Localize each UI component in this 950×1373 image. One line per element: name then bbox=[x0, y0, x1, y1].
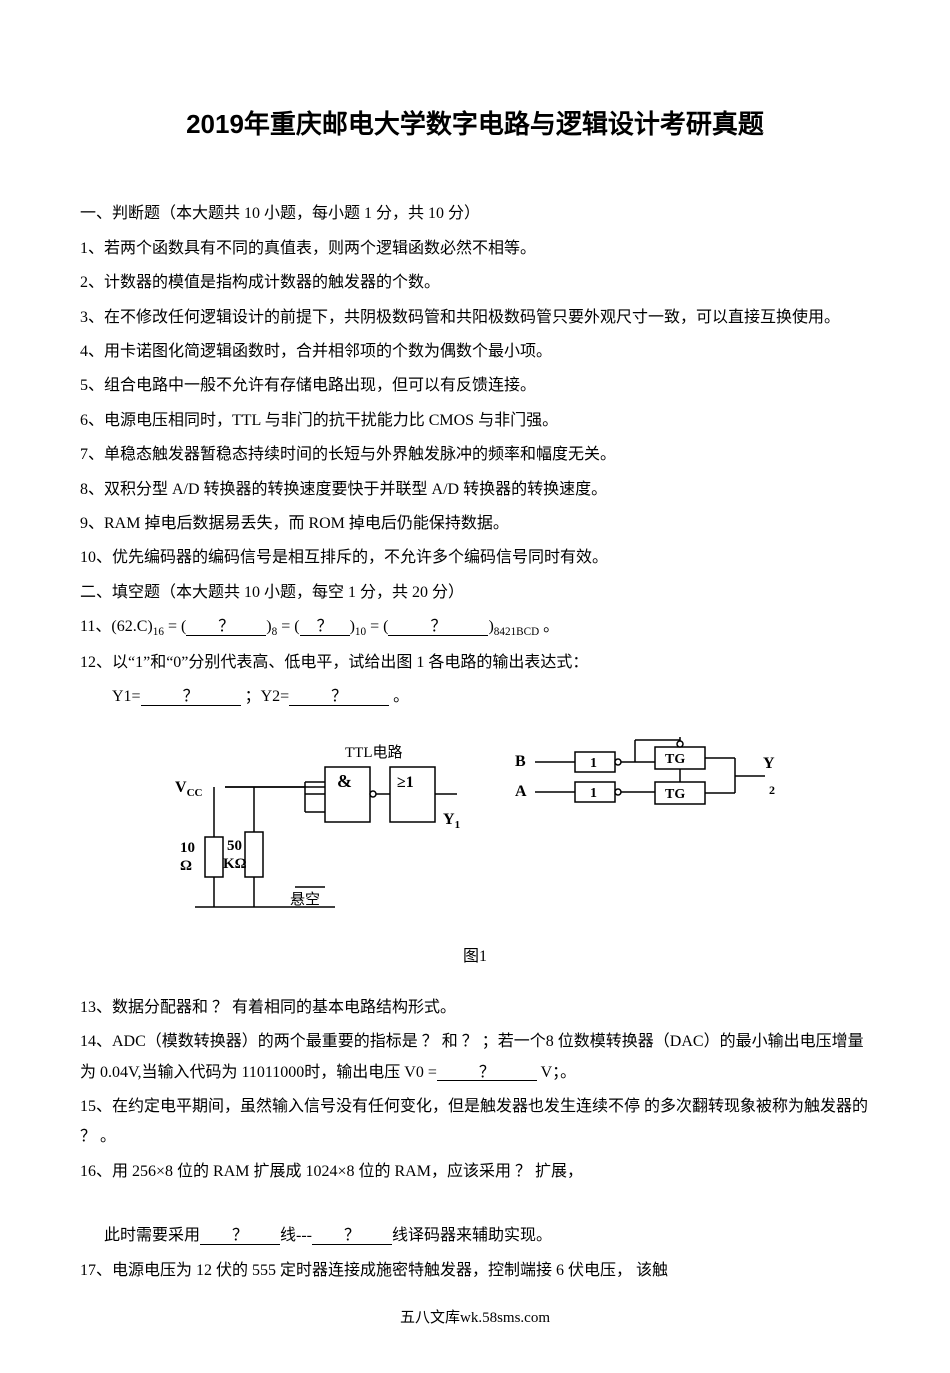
q16b-end: 线译码器来辅助实现。 bbox=[392, 1227, 552, 1244]
section2-header: 二、填空题（本大题共 10 小题，每空 1 分，共 20 分） bbox=[80, 578, 870, 608]
q17: 17、电源电压为 12 伏的 555 定时器连接成施密特触发器，控制端接 6 伏… bbox=[80, 1256, 870, 1286]
svg-text:VCC: VCC bbox=[175, 779, 203, 799]
q11-b16: 16 bbox=[153, 626, 164, 638]
ttl-title: TTL电路 bbox=[345, 744, 403, 761]
q12: 12、以“1”和“0”分别代表高、低电平，试给出图 1 各电路的输出表达式： bbox=[80, 648, 870, 678]
figure-right-svg: B A 1 1 TG TG Y 2 bbox=[505, 732, 785, 862]
q11-blank2: ？ bbox=[300, 618, 350, 636]
q11-bcd: 8421BCD bbox=[494, 626, 539, 638]
svg-text:Y: Y bbox=[763, 755, 775, 772]
q4: 4、用卡诺图化简逻辑函数时，合并相邻项的个数为偶数个最小项。 bbox=[80, 337, 870, 367]
q11-eq2: = ( bbox=[281, 618, 299, 635]
q11: 11、(62.C)16 = (？)8 = (？)10 = (？)8421BCD … bbox=[80, 612, 870, 643]
q12-y1: Y1= bbox=[112, 688, 141, 705]
q10: 10、优先编码器的编码信号是相互排斥的，不允许多个编码信号同时有效。 bbox=[80, 543, 870, 573]
q12-blank1: ？ bbox=[141, 688, 241, 706]
q9: 9、RAM 掉电后数据易丢失，而 ROM 掉电后仍能保持数据。 bbox=[80, 509, 870, 539]
tg2-label: TG bbox=[665, 787, 685, 802]
q7: 7、单稳态触发器暂稳态持续时间的长短与外界触发脉冲的频率和幅度无关。 bbox=[80, 440, 870, 470]
q11-blank1: ？ bbox=[186, 618, 266, 636]
q16b-mid: 线--- bbox=[280, 1227, 312, 1244]
q12-blank2: ？ bbox=[289, 688, 389, 706]
q12-line2: Y1=？ ；Y2=？ 。 bbox=[80, 682, 870, 712]
q16-blank2: ？ bbox=[312, 1227, 392, 1245]
q13: 13、数据分配器和 ？ 有着相同的基本电路结构形式。 bbox=[80, 993, 870, 1023]
q14-b: V；。 bbox=[541, 1064, 577, 1081]
q11-pre: 11、(62.C) bbox=[80, 618, 153, 635]
tg1-label: TG bbox=[665, 752, 685, 767]
y2-label: Y bbox=[763, 755, 775, 772]
figure-1: TTL电路 VCC 10 Ω 50 KΩ 悬空 & ≥1 Y1 bbox=[80, 732, 870, 932]
q11-b10: 10 bbox=[355, 626, 366, 638]
vcc-v: V bbox=[175, 779, 187, 796]
q11-eq1: = ( bbox=[168, 618, 186, 635]
q12-y2: ；Y2= bbox=[245, 688, 290, 705]
y1-label: Y bbox=[443, 811, 455, 828]
q3: 3、在不修改任何逻辑设计的前提下，共阴极数码管和共阳极数码管只要外观尺寸一致，可… bbox=[80, 303, 870, 333]
section1-header: 一、判断题（本大题共 10 小题，每小题 1 分，共 10 分） bbox=[80, 199, 870, 229]
q14: 14、ADC（模数转换器）的两个最重要的指标是 ？ 和 ？ ；若一个8 位数模转… bbox=[80, 1027, 870, 1088]
q11-b8: 8 bbox=[272, 626, 278, 638]
q2: 2、计数器的模值是指构成计数器的触发器的个数。 bbox=[80, 268, 870, 298]
inv2-label: 1 bbox=[590, 786, 597, 801]
inv1-label: 1 bbox=[590, 756, 597, 771]
and-label: & bbox=[337, 771, 352, 791]
q16a: 16、用 256×8 位的 RAM 扩展成 1024×8 位的 RAM，应该采用… bbox=[80, 1157, 870, 1187]
footer-text: 五八文库wk.58sms.com bbox=[80, 1304, 870, 1333]
q11-eq3: = ( bbox=[370, 618, 388, 635]
page-title: 2019年重庆邮电大学数字电路与逻辑设计考研真题 bbox=[80, 100, 870, 149]
q16b-pre: 此时需要采用 bbox=[88, 1227, 200, 1244]
svg-text:Y1: Y1 bbox=[443, 811, 460, 831]
r2-unit: KΩ bbox=[223, 856, 247, 872]
q14-blank: ？ bbox=[437, 1064, 537, 1082]
q11-end: 。 bbox=[543, 618, 559, 635]
y1-sub: 1 bbox=[455, 819, 461, 831]
q1: 1、若两个函数具有不同的真值表，则两个逻辑函数必然不相等。 bbox=[80, 234, 870, 264]
hang-text: 悬空 bbox=[290, 891, 320, 908]
y2-sub: 2 bbox=[769, 783, 775, 797]
q8: 8、双积分型 A/D 转换器的转换速度要快于并联型 A/D 转换器的转换速度。 bbox=[80, 475, 870, 505]
q12-pre: 12、以“1”和“0”分别代表高、低电平，试给出图 1 各电路的输出表达式： bbox=[80, 654, 588, 671]
figure-caption: 图1 bbox=[80, 942, 870, 972]
q5: 5、组合电路中一般不允许有存储电路出现，但可以有反馈连接。 bbox=[80, 371, 870, 401]
vcc-sub: CC bbox=[187, 787, 203, 799]
q15: 15、在约定电平期间，虽然输入信号没有任何变化，但是触发器也发生连续不停 的多次… bbox=[80, 1092, 870, 1153]
r2-val: 50 bbox=[227, 838, 242, 854]
a-label: A bbox=[515, 783, 527, 800]
r1-unit: Ω bbox=[180, 858, 192, 874]
r1-val: 10 bbox=[180, 840, 195, 856]
or-label: ≥1 bbox=[397, 774, 414, 791]
figure-left-svg: TTL电路 VCC 10 Ω 50 KΩ 悬空 & ≥1 Y1 bbox=[165, 732, 465, 932]
q11-blank3: ？ bbox=[388, 618, 488, 636]
q6: 6、电源电压相同时，TTL 与非门的抗干扰能力比 CMOS 与非门强。 bbox=[80, 406, 870, 436]
q12-end: 。 bbox=[393, 688, 409, 705]
b-label: B bbox=[515, 753, 526, 770]
q16b: 此时需要采用？线---？线译码器来辅助实现。 bbox=[80, 1191, 870, 1252]
q16-blank1: ？ bbox=[200, 1227, 280, 1245]
